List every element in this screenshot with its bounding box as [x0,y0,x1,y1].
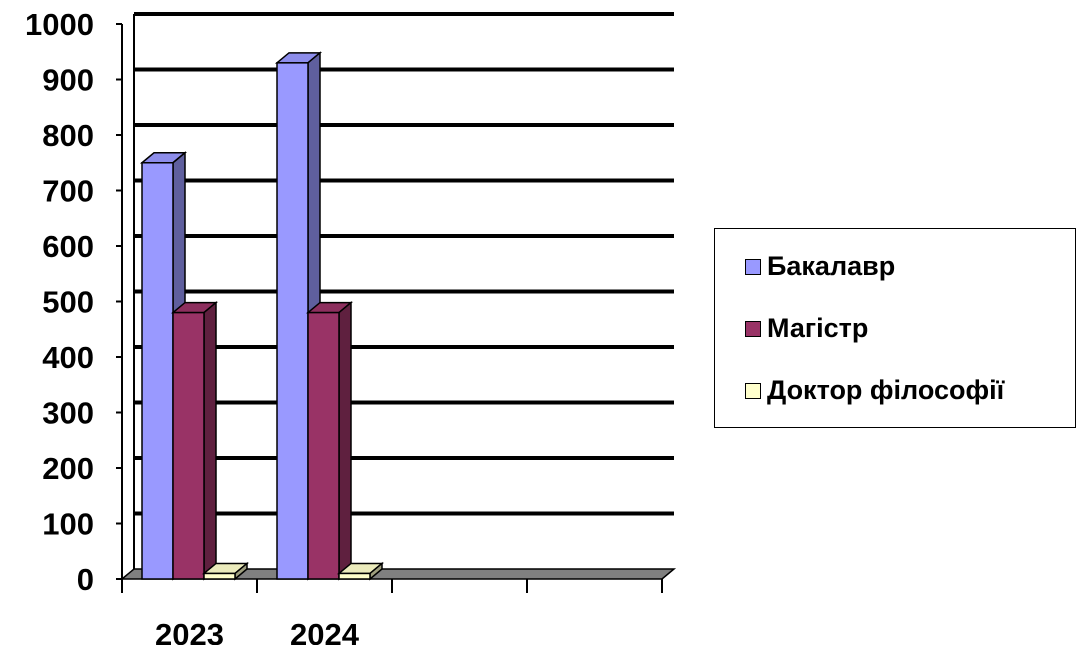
y-tick-label: 500 [42,285,94,320]
x-tick-labels: 2023 2024 [155,617,360,645]
bar-side [203,300,217,581]
bar [276,62,309,580]
y-tick-label: 300 [42,396,94,431]
gridlines [134,12,674,516]
legend-item-master: Магістр [745,313,868,344]
bar [203,572,236,580]
bar [307,311,340,580]
legend-swatch-bachelor [745,258,761,275]
y-tick-label: 200 [42,451,94,486]
y-tick-label: 700 [42,174,94,209]
legend-item-bachelor: Бакалавр [745,251,895,282]
bar [141,162,174,580]
x-tick-label: 2023 [155,617,224,645]
bar [172,311,205,580]
bar-side [338,300,352,581]
y-tick-label: 0 [77,562,94,597]
legend-label-master: Магістр [767,313,869,343]
legend-swatch-master [745,320,761,337]
legend-label-phd: Доктор філософії [767,375,1005,405]
x-tick-label: 2024 [290,617,360,645]
y-tick-label: 100 [42,507,94,542]
chart-floor [119,568,677,580]
bars [139,51,385,581]
y-tick-label: 900 [42,63,94,98]
axes [116,14,677,593]
bar [338,572,371,580]
y-tick-label: 600 [42,229,94,264]
y-tick-label: 800 [42,118,94,153]
y-tick-label: 1000 [25,7,94,42]
legend-label-bachelor: Бакалавр [767,251,896,281]
legend-swatch-phd [745,382,761,399]
legend: Бакалавр Магістр Доктор філософії [714,228,1076,428]
legend-item-phd: Доктор філософії [745,375,1004,406]
y-tick-labels: 0 100 200 300 400 500 600 700 800 900 1000 [25,7,94,597]
y-tick-label: 400 [42,340,94,375]
